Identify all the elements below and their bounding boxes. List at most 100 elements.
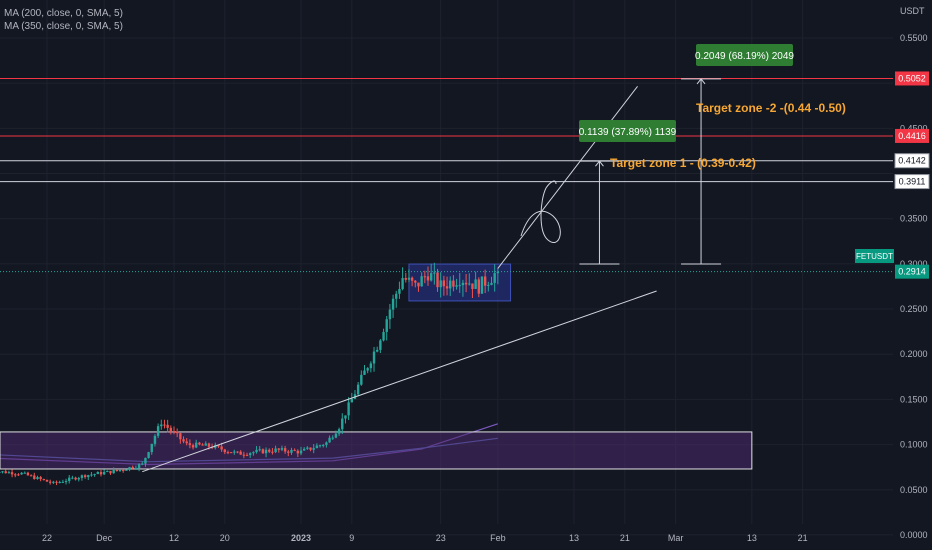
candle [414, 280, 417, 283]
candle [458, 285, 461, 287]
candle [144, 457, 147, 464]
candle [217, 445, 220, 447]
candle [109, 470, 112, 474]
candle [125, 469, 128, 471]
time-tick-label: 13 [569, 533, 579, 543]
price-tick-label: 0.0000 [900, 530, 928, 540]
candles[interactable] [0, 262, 500, 486]
candle [17, 474, 20, 476]
candle [487, 284, 490, 286]
time-tick-label: 9 [349, 533, 354, 543]
drawings[interactable] [142, 78, 722, 473]
time-tick-label: 13 [747, 533, 757, 543]
candle [74, 477, 77, 480]
candle [252, 452, 255, 454]
price-label-text: 0.3911 [899, 177, 926, 187]
candle [172, 430, 176, 432]
candle [68, 477, 71, 482]
target-zone-2-label: Target zone -2 -(0.44 -0.50) [696, 101, 846, 115]
candle [382, 331, 385, 341]
candle [290, 449, 293, 453]
price-label-text: 0.2914 [898, 267, 926, 277]
candle [337, 429, 341, 434]
horizontal-levels[interactable] [0, 77, 893, 273]
candle [106, 470, 109, 472]
candle [115, 469, 119, 471]
time-tick-label: 23 [436, 533, 446, 543]
measure-2-label: 0.2049 (68.19%) 2049 [695, 51, 794, 62]
candle [401, 278, 404, 289]
candle [141, 463, 144, 465]
candle [490, 282, 493, 285]
candle [36, 477, 39, 479]
measure-1-badge[interactable] [579, 120, 676, 142]
candle [58, 481, 61, 483]
candle [71, 477, 74, 479]
candle [87, 475, 90, 478]
currency-label: USDT [900, 6, 925, 16]
candle [420, 276, 423, 287]
candle [14, 474, 17, 476]
candle [309, 447, 312, 450]
candle [318, 445, 322, 447]
ma-200-legend[interactable]: MA (200, close, 0, SMA, 5) [4, 8, 123, 19]
candle [77, 477, 80, 480]
time-axis[interactable]: 22 Dec 12 20 2023 9 23 Feb 13 21 Mar 13 21 [42, 533, 808, 543]
price-axis[interactable]: USDT 0.5500 0.4500 0.3500 0.3000 0.2500 0.200… [894, 6, 930, 540]
candle [407, 277, 411, 280]
annotations: Target zone -2 -(0.44 -0.50) Target zone… [579, 44, 894, 263]
price-label-badge [895, 264, 929, 279]
candle [42, 479, 46, 481]
candle [33, 475, 36, 479]
candle [264, 449, 268, 454]
price-tick-label: 0.3500 [900, 214, 928, 224]
candle [122, 470, 125, 472]
symbol-badge [855, 249, 894, 263]
price-label-badge [895, 128, 929, 143]
price-label-badge [894, 153, 930, 169]
candle [471, 283, 474, 289]
price-tick-label: 0.2000 [900, 349, 928, 359]
candle [464, 282, 468, 285]
candle [204, 443, 207, 446]
candle [1, 471, 4, 473]
candle [404, 278, 407, 280]
time-tick-label: 21 [798, 533, 808, 543]
candle [26, 472, 30, 476]
candle [29, 475, 33, 477]
candle [10, 472, 14, 475]
candle [366, 368, 369, 371]
candle [83, 475, 87, 478]
candle [347, 402, 350, 416]
candle [322, 444, 325, 446]
candle [112, 469, 115, 474]
time-tick-label: Mar [668, 533, 684, 543]
candle [179, 433, 182, 440]
candle [283, 448, 287, 452]
candle [328, 437, 331, 443]
measure-2-badge[interactable] [696, 44, 793, 66]
candle [433, 272, 436, 274]
candle [131, 467, 134, 469]
time-tick-label: 21 [620, 533, 630, 543]
candle [376, 349, 379, 352]
freehand-drawing [520, 180, 561, 243]
drawn-boxes[interactable] [0, 263, 753, 470]
candle [334, 433, 338, 438]
ma-350-legend[interactable]: MA (350, close, 0, SMA, 5) [4, 21, 123, 32]
candle [4, 471, 7, 474]
candle [410, 277, 414, 281]
accumulation-box [0, 431, 753, 470]
candle [93, 474, 96, 476]
candle [201, 444, 204, 446]
candle [52, 481, 55, 483]
price-label-badge [895, 71, 929, 86]
candle [0, 471, 1, 473]
candle [245, 454, 249, 456]
candle [480, 276, 484, 294]
candle [261, 449, 265, 454]
price-label-badge [894, 174, 930, 190]
candle [379, 340, 382, 350]
candle [48, 481, 52, 483]
